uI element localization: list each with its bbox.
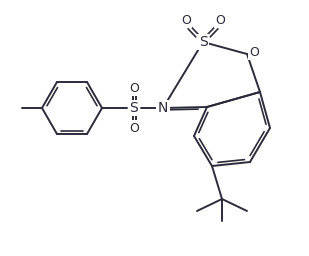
Text: N: N xyxy=(158,101,168,115)
Text: N: N xyxy=(158,101,168,115)
Text: O: O xyxy=(181,14,191,27)
Text: O: O xyxy=(215,14,225,27)
Text: O: O xyxy=(129,122,139,134)
Text: S: S xyxy=(199,35,207,49)
Text: O: O xyxy=(249,46,259,59)
Text: S: S xyxy=(129,101,138,115)
Text: O: O xyxy=(129,81,139,94)
